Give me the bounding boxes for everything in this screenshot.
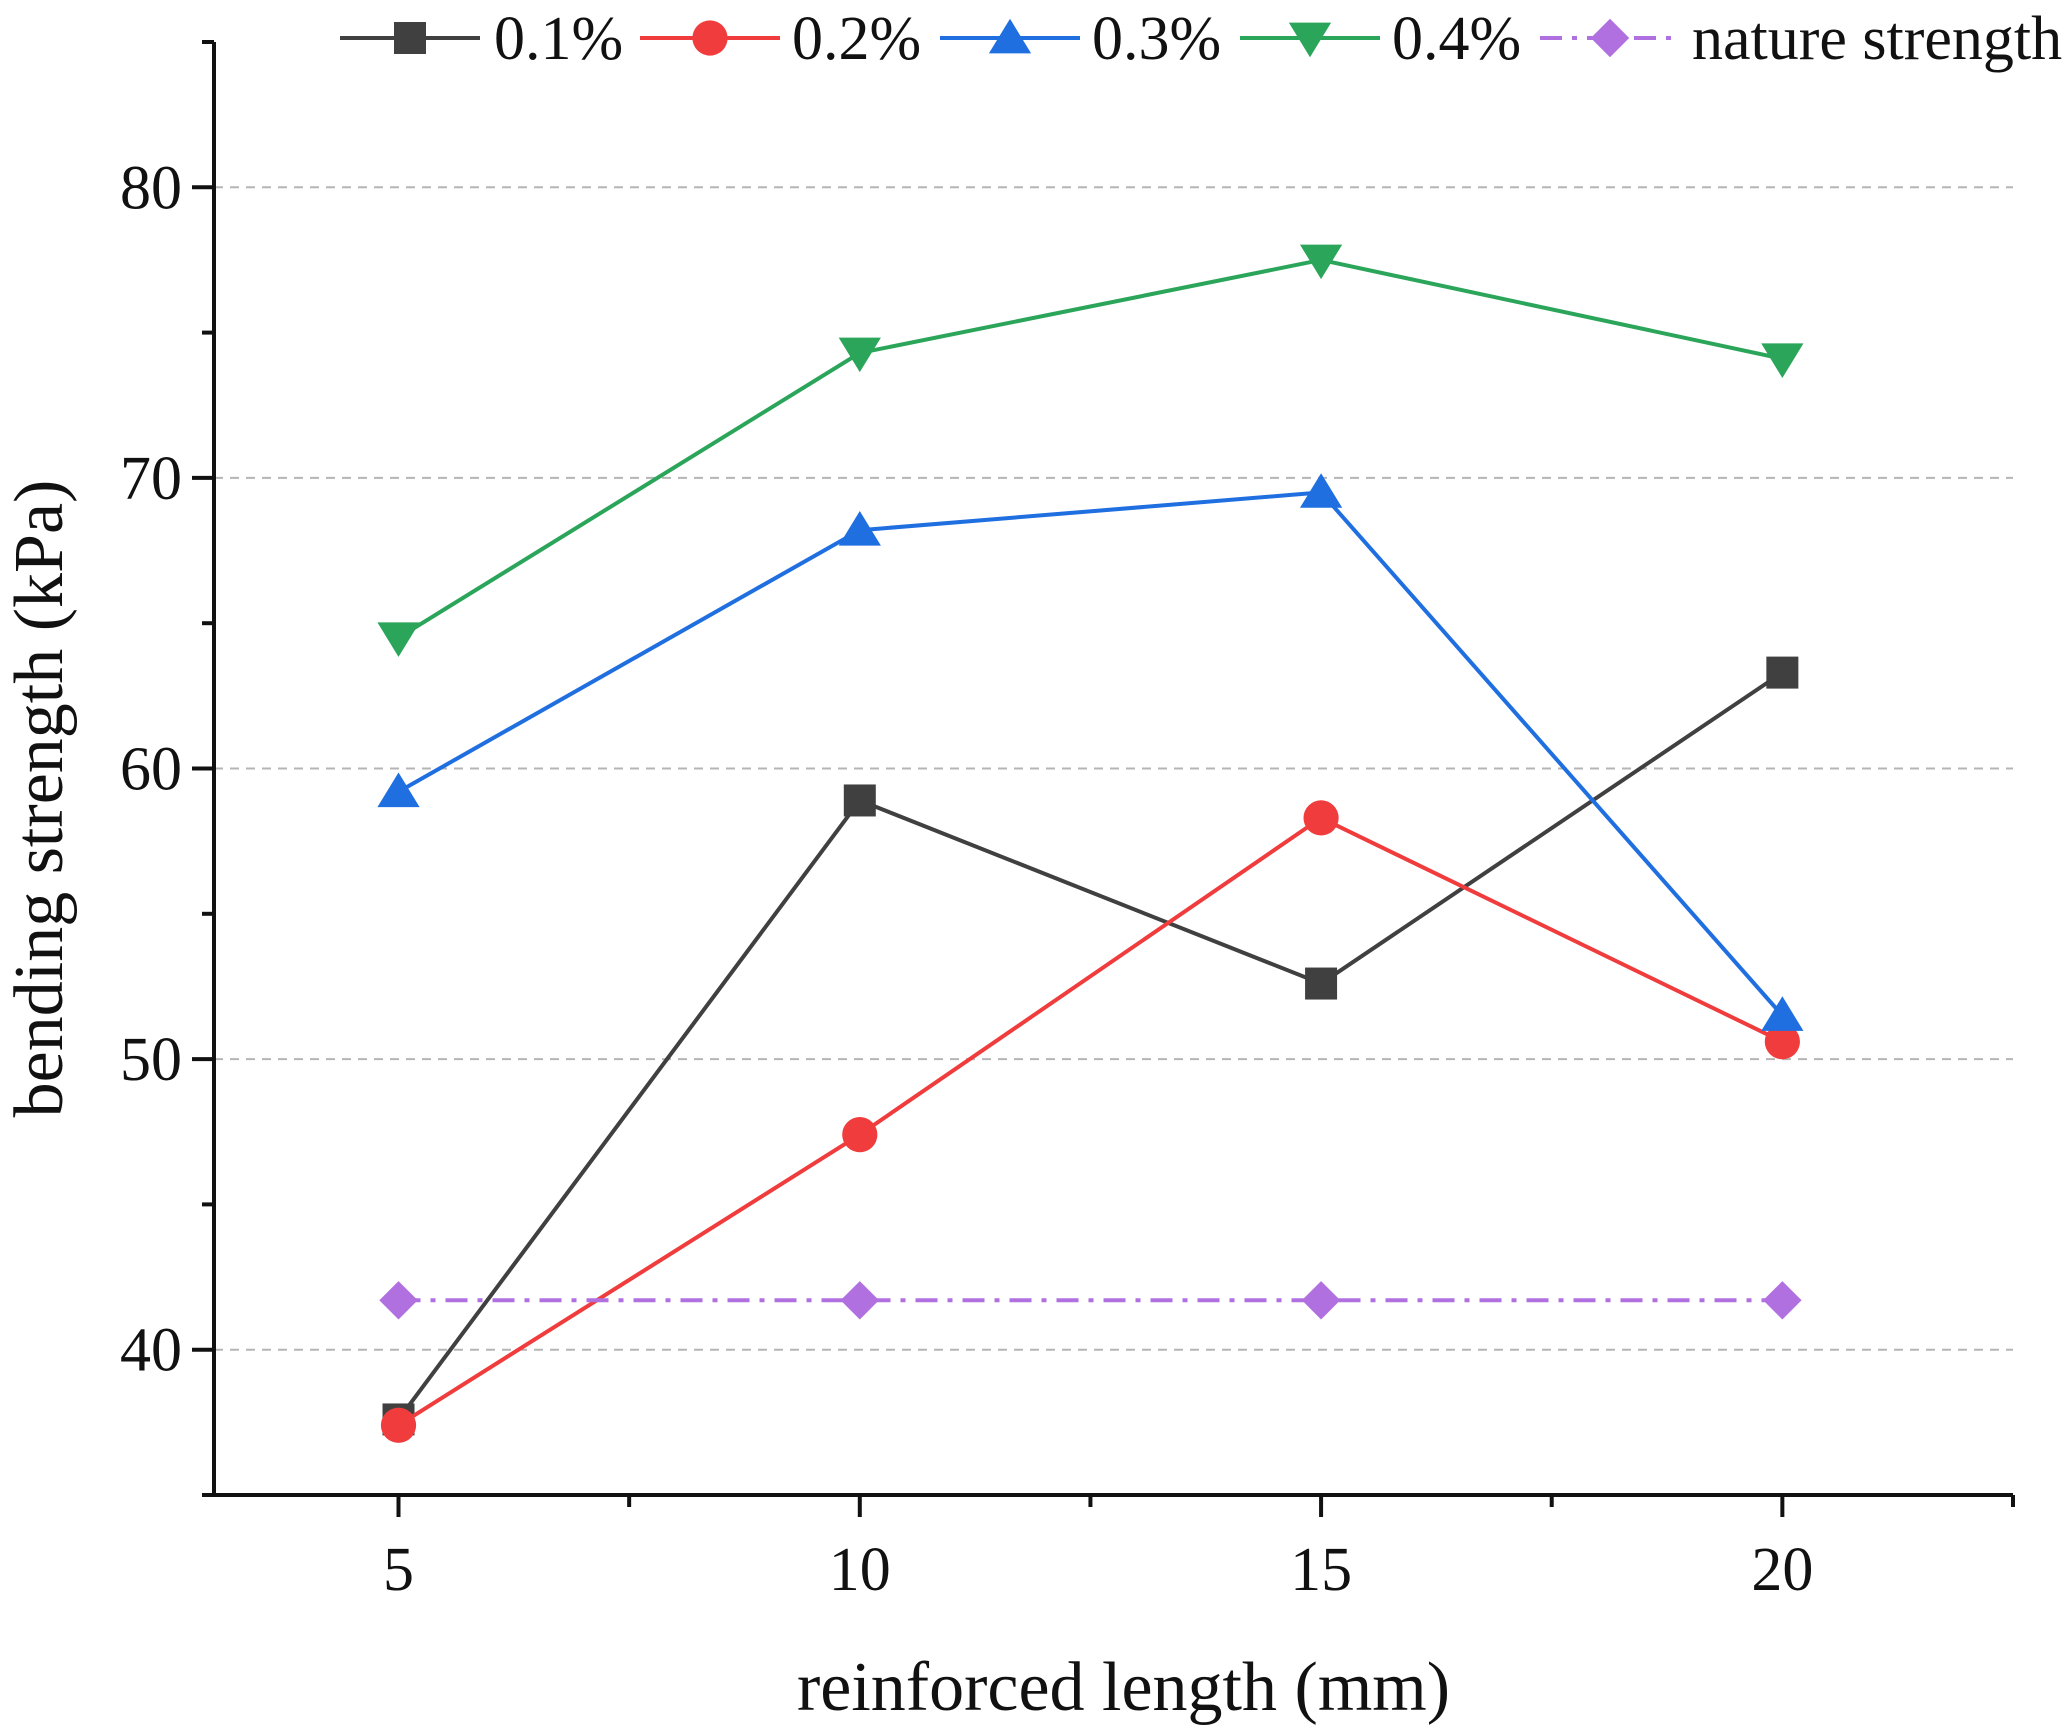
axes: 40 50 60 70 80 5 10 15 20 — [120, 40, 2015, 1604]
data-point — [1763, 1281, 1802, 1320]
data-point — [1766, 656, 1799, 689]
gridlines — [214, 186, 2013, 1351]
legend-label: 0.1% — [494, 5, 623, 73]
x-tick-label: 5 — [383, 1536, 414, 1604]
data-point — [377, 622, 420, 657]
legend-item-4: 0.4% — [1240, 5, 1521, 73]
legend-marker — [394, 22, 426, 54]
data-point — [380, 1407, 417, 1443]
x-tick-label: 10 — [829, 1536, 891, 1604]
data-point — [377, 772, 420, 808]
data-point — [838, 337, 881, 373]
data-point — [838, 511, 881, 546]
legend-marker — [692, 20, 728, 56]
data-point — [1301, 1281, 1341, 1320]
legend-item-3: 0.3% — [940, 5, 1221, 73]
series-4 — [377, 244, 1804, 657]
x-axis-title: reinforced length (mm) — [797, 1649, 1450, 1726]
series-3 — [377, 473, 1804, 1031]
series-5 — [379, 1281, 1802, 1320]
y-axis-title: bending strength (kPa) — [1, 480, 78, 1118]
legend-label: 0.3% — [1092, 5, 1221, 73]
series-1 — [382, 656, 1799, 1436]
data-point — [1764, 1024, 1800, 1060]
legend-marker — [1288, 22, 1332, 58]
legend: 0.1% 0.2% 0.3% 0.4% nature strength — [340, 5, 2062, 73]
legend-item-2: 0.2% — [640, 5, 921, 73]
x-tick-label: 15 — [1290, 1536, 1352, 1604]
y-tick-label: 70 — [120, 445, 182, 513]
data-point — [1761, 996, 1804, 1031]
legend-label: 0.2% — [792, 5, 921, 73]
data-point — [1303, 800, 1339, 836]
y-tick-label: 60 — [120, 736, 182, 804]
legend-marker — [988, 18, 1032, 54]
data-point — [1305, 967, 1338, 1000]
y-tick-label: 50 — [120, 1026, 182, 1094]
data-point — [1761, 343, 1804, 378]
y-tick-label: 40 — [120, 1317, 182, 1385]
series-line — [397, 815, 1784, 1427]
data-point — [379, 1281, 418, 1320]
series-line — [397, 257, 1783, 640]
data-point — [842, 1117, 878, 1153]
x-tick-label: 20 — [1751, 1536, 1813, 1604]
legend-label: 0.4% — [1392, 5, 1521, 73]
legend-item-1: 0.1% — [340, 5, 623, 73]
data-point — [1299, 244, 1343, 280]
series-line — [397, 490, 1784, 1017]
series-line — [396, 670, 1784, 1421]
series-2 — [380, 800, 1800, 1443]
legend-item-5: nature strength — [1540, 5, 2062, 73]
data-point — [840, 1281, 879, 1320]
series-group — [377, 244, 1804, 1443]
legend-marker — [1590, 18, 1630, 58]
y-tick-label: 80 — [120, 154, 182, 222]
legend-label: nature strength — [1692, 5, 2062, 73]
data-point — [1299, 473, 1343, 508]
data-point — [843, 784, 876, 817]
